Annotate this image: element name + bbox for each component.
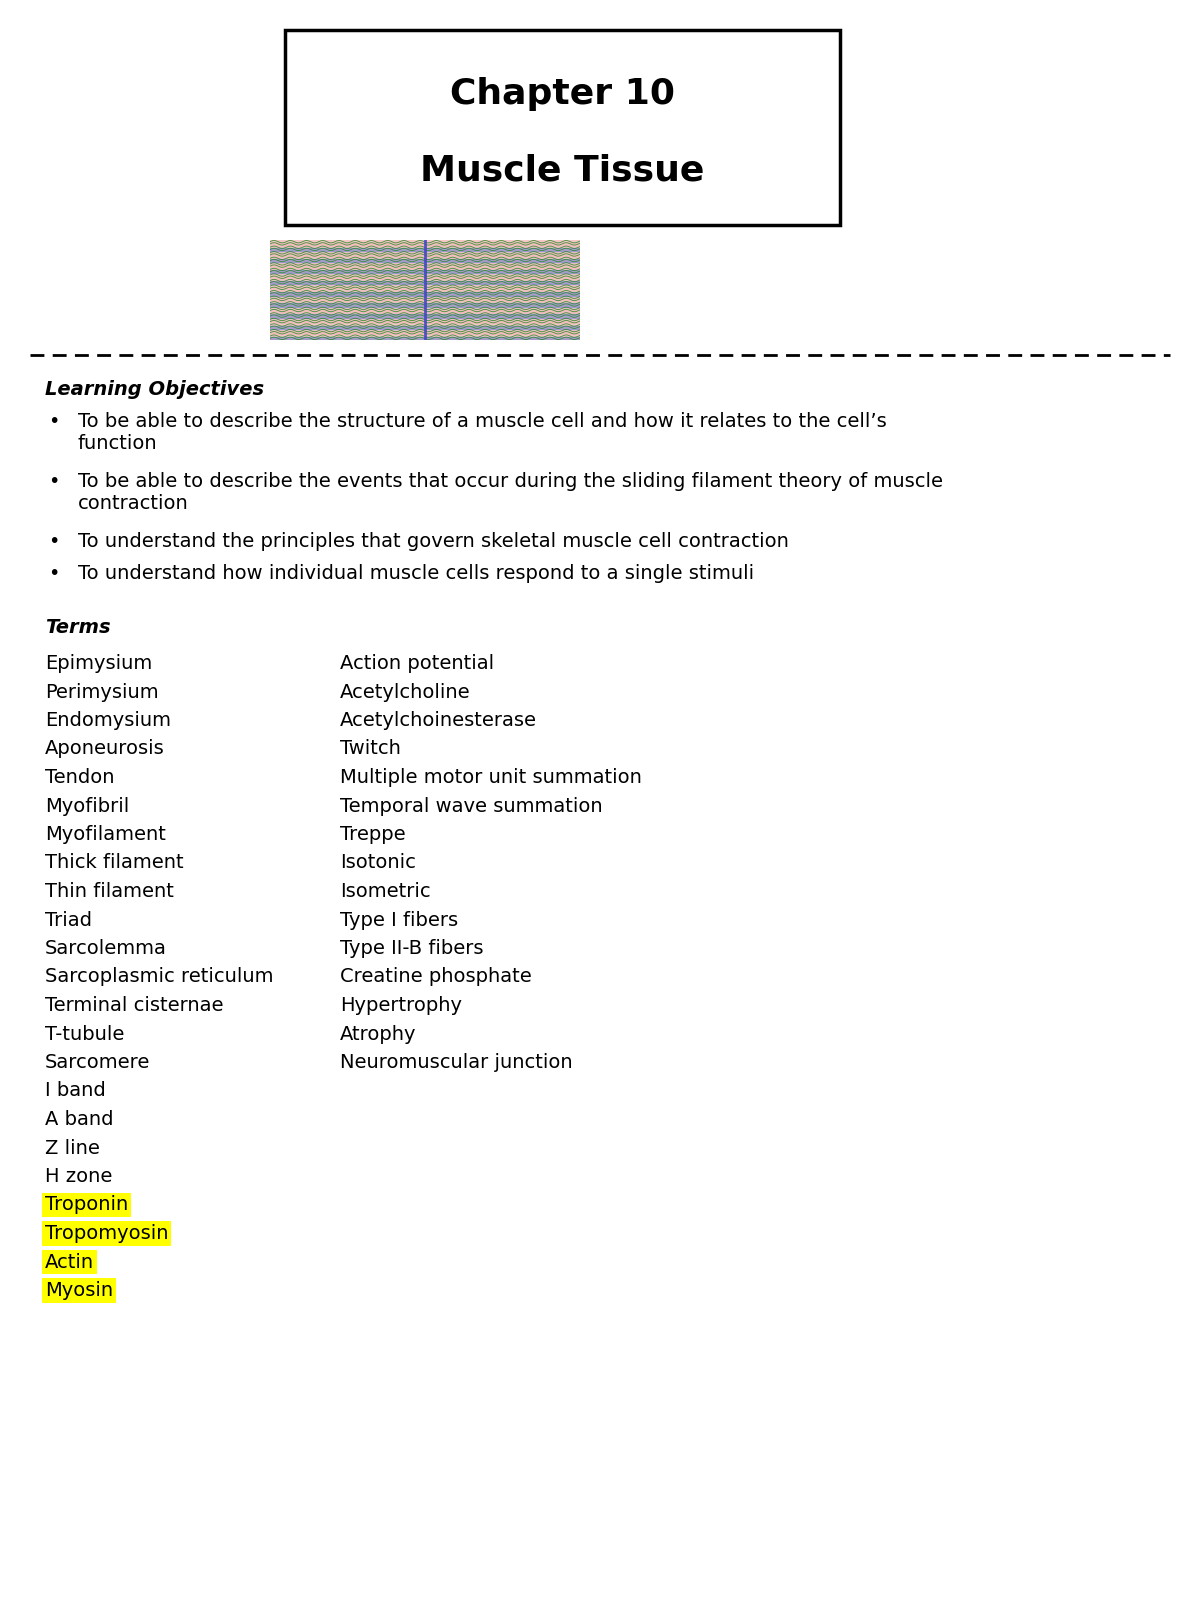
Text: To be able to describe the structure of a muscle cell and how it relates to the : To be able to describe the structure of … (78, 411, 887, 453)
Text: To understand how individual muscle cells respond to a single stimuli: To understand how individual muscle cell… (78, 565, 754, 582)
Bar (270, 309, 580, 312)
Text: Thick filament: Thick filament (46, 853, 184, 872)
Text: Multiple motor unit summation: Multiple motor unit summation (340, 768, 642, 787)
Bar (270, 304, 580, 307)
Text: Muscle Tissue: Muscle Tissue (420, 154, 704, 187)
Text: Learning Objectives: Learning Objectives (46, 379, 264, 398)
Text: To be able to describe the events that occur during the sliding filament theory : To be able to describe the events that o… (78, 472, 943, 514)
Text: Thin filament: Thin filament (46, 882, 174, 901)
Text: Acetylchoinesterase: Acetylchoinesterase (340, 710, 538, 730)
Bar (270, 331, 580, 334)
Text: •: • (48, 531, 59, 550)
Text: Isotonic: Isotonic (340, 853, 416, 872)
Text: •: • (48, 472, 59, 491)
Text: Terms: Terms (46, 618, 110, 637)
Text: Perimysium: Perimysium (46, 683, 158, 701)
Bar (270, 298, 580, 301)
Text: Tropomyosin: Tropomyosin (46, 1224, 168, 1243)
Text: Sarcomere: Sarcomere (46, 1053, 150, 1072)
Bar (270, 320, 580, 323)
Text: H zone: H zone (46, 1166, 113, 1186)
Text: Endomysium: Endomysium (46, 710, 172, 730)
Bar (270, 286, 580, 290)
Text: Myofilament: Myofilament (46, 826, 166, 845)
Text: Creatine phosphate: Creatine phosphate (340, 968, 532, 987)
Bar (286, 30, 840, 226)
Text: Epimysium: Epimysium (46, 654, 152, 674)
Bar (270, 248, 580, 251)
Text: Tendon: Tendon (46, 768, 114, 787)
Text: Isometric: Isometric (340, 882, 431, 901)
Text: •: • (48, 565, 59, 582)
Text: Troponin: Troponin (46, 1195, 128, 1214)
Bar (270, 282, 580, 285)
Bar (270, 253, 580, 256)
Text: Aponeurosis: Aponeurosis (46, 739, 164, 758)
Text: Triad: Triad (46, 910, 92, 930)
Text: Action potential: Action potential (340, 654, 494, 674)
Text: Atrophy: Atrophy (340, 1024, 416, 1043)
Text: Myofibril: Myofibril (46, 797, 130, 816)
Text: Neuromuscular junction: Neuromuscular junction (340, 1053, 572, 1072)
Text: Sarcolemma: Sarcolemma (46, 939, 167, 958)
Bar (270, 264, 580, 267)
Text: Acetylcholine: Acetylcholine (340, 683, 470, 701)
Text: T-tubule: T-tubule (46, 1024, 125, 1043)
Bar (270, 259, 580, 262)
Text: Z line: Z line (46, 1139, 100, 1157)
Text: Chapter 10: Chapter 10 (450, 77, 674, 112)
Text: Hypertrophy: Hypertrophy (340, 995, 462, 1014)
Text: I band: I band (46, 1082, 106, 1101)
Bar (270, 315, 580, 318)
Text: Type I fibers: Type I fibers (340, 910, 458, 930)
Text: Type II-B fibers: Type II-B fibers (340, 939, 484, 958)
Bar (270, 336, 580, 341)
Text: Twitch: Twitch (340, 739, 401, 758)
Text: Treppe: Treppe (340, 826, 406, 845)
Text: Actin: Actin (46, 1253, 94, 1272)
Text: Terminal cisternae: Terminal cisternae (46, 995, 223, 1014)
Text: To understand the principles that govern skeletal muscle cell contraction: To understand the principles that govern… (78, 531, 788, 550)
Text: Myosin: Myosin (46, 1282, 113, 1299)
Bar (270, 270, 580, 274)
Text: Sarcoplasmic reticulum: Sarcoplasmic reticulum (46, 968, 274, 987)
Text: •: • (48, 411, 59, 430)
Text: A band: A band (46, 1110, 114, 1130)
Text: Temporal wave summation: Temporal wave summation (340, 797, 602, 816)
Bar (270, 293, 580, 296)
Bar (270, 325, 580, 330)
Bar (270, 275, 580, 278)
Bar (270, 242, 580, 245)
